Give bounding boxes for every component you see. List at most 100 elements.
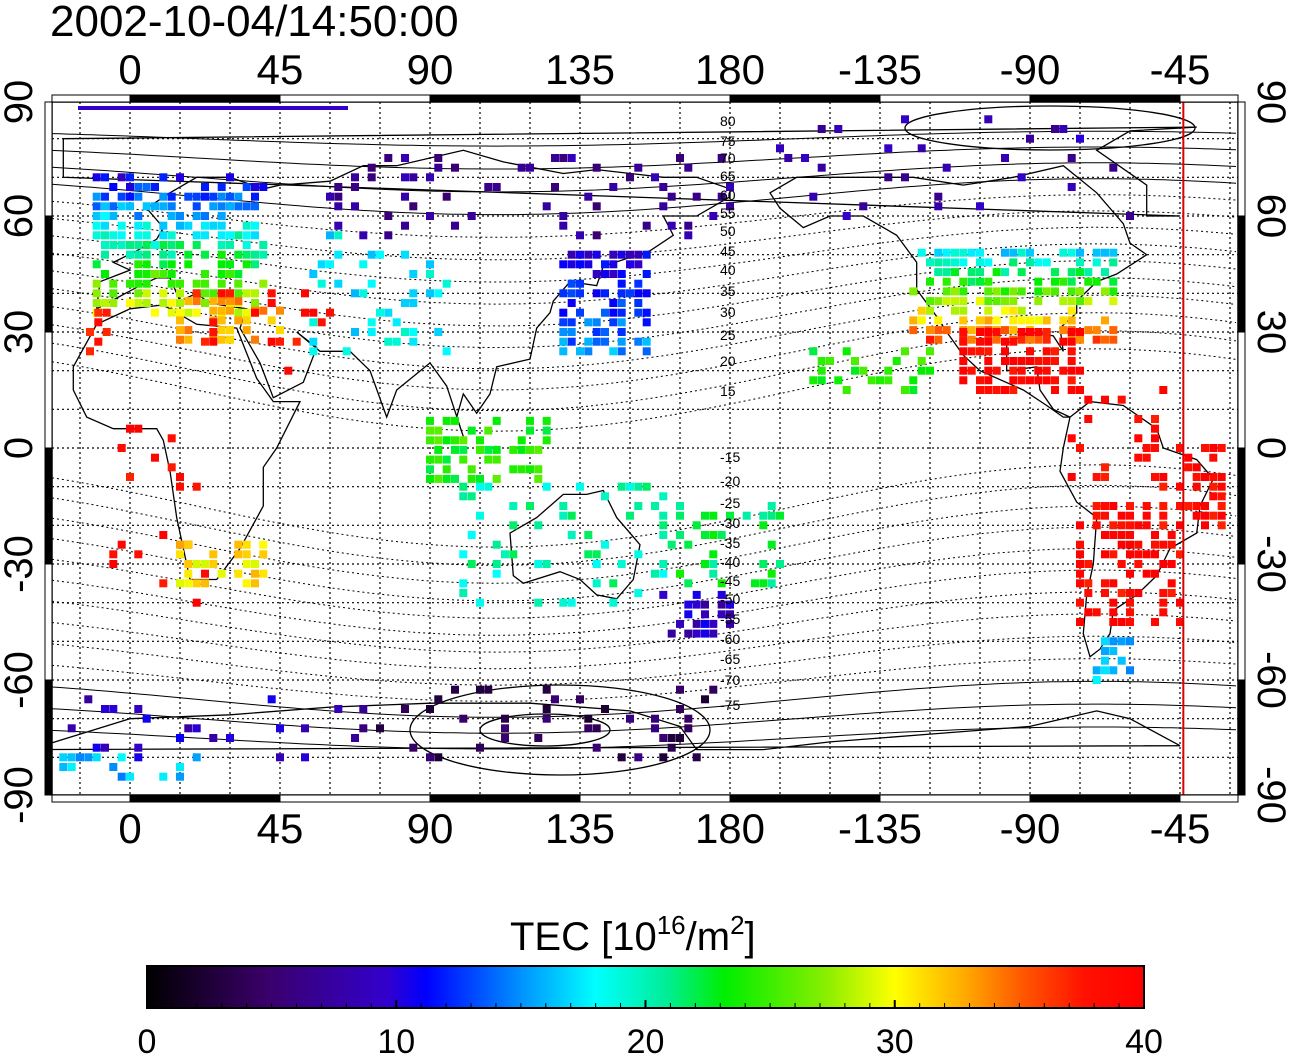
tec-data-point (192, 560, 201, 568)
tec-data-point (401, 705, 409, 713)
mlat-label: -40 (720, 554, 740, 570)
tec-data-point (1017, 268, 1026, 277)
tec-data-point (126, 250, 134, 259)
tec-data-point (117, 444, 126, 452)
tec-data-point (192, 212, 201, 220)
tec-data-point (1159, 608, 1168, 617)
tec-data-point (226, 260, 234, 269)
tec-data-point (976, 258, 984, 267)
tec-data-point (292, 337, 301, 346)
tec-data-point (159, 531, 168, 539)
tec-data-point (1109, 326, 1118, 335)
tec-data-point (926, 277, 934, 286)
tec-data-point (684, 724, 693, 733)
tec-data-point (159, 202, 168, 211)
left-lat-tick-label: 0 (0, 437, 41, 459)
tec-data-point (159, 260, 168, 269)
tec-data-point (159, 221, 168, 230)
left-axis-segment (44, 679, 53, 796)
tec-data-point (934, 192, 943, 201)
tec-data-point (609, 270, 618, 278)
mlat-contour (52, 348, 1237, 432)
tec-data-point (434, 455, 443, 464)
tec-data-point (1076, 328, 1084, 336)
tec-data-point (26, 463, 34, 471)
tec-data-point (234, 540, 243, 549)
tec-data-point (542, 705, 551, 713)
tec-data-point (1092, 473, 1101, 481)
tec-data-point (909, 287, 918, 296)
right-axis-segment (1237, 215, 1246, 333)
tec-data-point (776, 144, 784, 153)
tec-data-point (142, 231, 151, 240)
tec-data-point (984, 316, 993, 325)
bottom-axis-segment (279, 794, 431, 803)
tec-data-point (226, 202, 234, 211)
tec-data-point (426, 212, 434, 220)
tec-data-point (676, 685, 684, 694)
tec-data-point (201, 289, 209, 298)
tec-data-point (901, 347, 909, 356)
tec-data-point (409, 299, 418, 307)
tec-data-point (1026, 347, 1034, 356)
tec-data-point (584, 250, 593, 259)
tec-data-point (992, 328, 1001, 336)
tec-data-point (626, 250, 634, 259)
tec-data-point (1159, 502, 1168, 510)
tec-data-point (934, 268, 943, 277)
tec-data-point (434, 289, 443, 298)
tec-data-point (767, 569, 776, 578)
tec-data-point (767, 540, 776, 549)
tec-data-point (959, 376, 968, 385)
tec-data-point (326, 231, 334, 240)
tec-data-point (1109, 666, 1118, 675)
tec-data-point (367, 328, 376, 336)
tec-data-point (134, 705, 143, 713)
tec-data-point (159, 299, 168, 307)
tec-data-point (676, 619, 684, 628)
tec-data-point (109, 550, 118, 559)
tec-data-point (134, 753, 143, 762)
tec-data-point (584, 318, 593, 327)
tec-data-point (101, 270, 109, 278)
tec-data-point (517, 445, 526, 454)
tec-data-point (1009, 337, 1018, 346)
tec-data-point (559, 502, 568, 510)
tec-data-point (1051, 277, 1059, 286)
tec-data-point (726, 610, 734, 619)
tec-data-point (201, 250, 209, 259)
tec-data-point (967, 248, 976, 257)
mlat-label: -30 (720, 515, 740, 531)
tec-data-point (984, 277, 993, 286)
tec-data-point (159, 289, 168, 298)
tec-data-point (217, 306, 226, 315)
tec-data-point (1101, 268, 1109, 277)
tec-data-point (884, 376, 893, 385)
tec-data-point (959, 357, 968, 365)
tec-data-point (1159, 473, 1168, 481)
mlat-label: 30 (720, 304, 736, 320)
tec-data-point (1101, 637, 1109, 646)
tec-data-point (26, 502, 34, 510)
tec-data-point (1109, 287, 1118, 296)
tec-data-point (492, 540, 501, 549)
tec-data-point (376, 308, 384, 317)
tec-data-point (92, 743, 101, 752)
tec-data-point (1142, 511, 1151, 520)
mlat-label: -60 (720, 631, 740, 647)
tec-data-point (226, 173, 234, 182)
tec-data-point (1084, 415, 1093, 423)
tec-data-point (642, 318, 651, 327)
tec-data-point (126, 772, 134, 781)
tec-data-point (1176, 550, 1184, 559)
tec-data-point (1076, 569, 1084, 578)
tec-data-point (976, 297, 984, 306)
tec-data-point (684, 231, 693, 240)
tec-data-point (634, 289, 643, 298)
left-axis-segment (44, 101, 53, 217)
left-axis-segment (44, 331, 53, 449)
tec-data-point (634, 260, 643, 269)
tec-data-point (1101, 287, 1109, 296)
tec-data-point (201, 579, 209, 588)
